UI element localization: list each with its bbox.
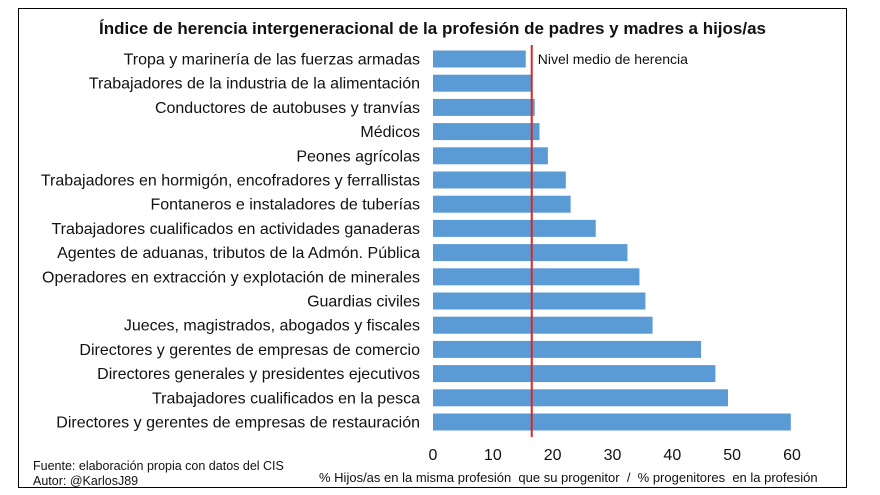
bar (433, 316, 653, 334)
x-axis-label: % Hijos/as en la misma profesión que su … (319, 470, 818, 485)
x-tick-label: 40 (663, 447, 681, 464)
bar (433, 292, 646, 310)
reference-line-label: Nivel medio de herencia (538, 51, 688, 67)
bar (433, 389, 728, 407)
x-tick-label: 20 (544, 447, 562, 464)
category-label: Guardias civiles (307, 294, 420, 311)
bars-group (433, 50, 791, 431)
bar (433, 219, 596, 237)
bar (433, 268, 640, 286)
bar (433, 244, 628, 262)
bar (433, 340, 702, 358)
bar (433, 195, 571, 213)
source-text: Fuente: elaboración propia con datos del… (33, 459, 284, 473)
bar (433, 147, 548, 165)
bar (433, 98, 535, 116)
cropped-caption-strip (0, 0, 880, 6)
bar (433, 50, 526, 68)
category-label: Agentes de aduanas, tributos de la Admón… (57, 245, 420, 262)
chart-title: Índice de herencia intergeneracional de … (98, 19, 767, 38)
x-axis-ticks: 0 10 20 30 40 50 60 (429, 447, 801, 464)
category-label: Tropa y marinería de las fuerzas armadas (124, 52, 420, 69)
bar (433, 74, 532, 92)
reference-line-group: Nivel medio de herencia (530, 45, 688, 437)
category-label: Médicos (360, 124, 420, 141)
bar (433, 123, 540, 141)
category-label: Directores generales y presidentes ejecu… (97, 366, 420, 383)
category-label: Directores y gerentes de empresas de res… (56, 415, 420, 432)
chart-frame: Índice de herencia intergeneracional de … (18, 8, 847, 488)
category-label: Conductores de autobuses y tranvías (155, 100, 420, 117)
category-label: Trabajadores en hormigón, encofradores y… (41, 173, 420, 190)
x-tick-label: 60 (783, 447, 801, 464)
bar (433, 171, 566, 189)
bar-chart: Tropa y marinería de las fuerzas armadas… (41, 45, 801, 464)
category-label: Jueces, magistrados, abogados y fiscales (124, 318, 420, 335)
category-label: Operadores en extracción y explotación d… (42, 269, 420, 286)
x-tick-label: 10 (484, 447, 502, 464)
category-label: Directores y gerentes de empresas de com… (79, 342, 420, 359)
category-label: Peones agrícolas (296, 148, 420, 165)
source-note: Fuente: elaboración propia con datos del… (33, 459, 284, 489)
category-label: Trabajadores cualificados en la pesca (152, 390, 420, 407)
category-label: Fontaneros e instaladores de tuberías (151, 197, 421, 214)
x-tick-label: 50 (723, 447, 741, 464)
bar (433, 365, 716, 383)
category-label: Trabajadores de la industria de la alime… (89, 76, 420, 93)
category-label: Trabajadores cualificados en actividades… (51, 221, 420, 238)
x-tick-label: 30 (604, 447, 622, 464)
bar (433, 413, 791, 431)
category-labels: Tropa y marinería de las fuerzas armadas… (41, 52, 420, 432)
author-text: Autor: @KarlosJ89 (33, 474, 139, 488)
x-tick-label: 0 (429, 447, 438, 464)
